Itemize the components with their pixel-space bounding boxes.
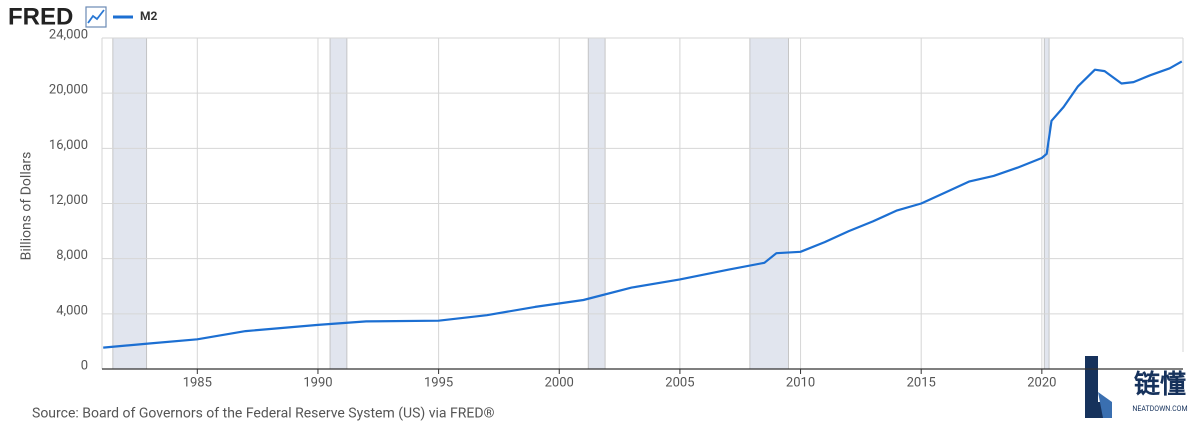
watermark <box>1082 352 1200 423</box>
x-tick-label: 1985 <box>183 375 212 390</box>
data-line <box>103 60 1183 349</box>
logo-icon <box>85 6 107 28</box>
y-tick-label: 20,000 <box>49 83 88 98</box>
x-tick-label: 2010 <box>786 375 815 390</box>
watermark-url: NEATDOWN.COM <box>1132 405 1187 413</box>
source: Source: Board of Governors of the Federa… <box>32 406 495 422</box>
x-tick-label: 2000 <box>545 375 574 390</box>
watermark-text: 链懂 <box>1134 369 1186 400</box>
y-tick-label: 8,000 <box>56 248 88 263</box>
y-axis-label: Billions of Dollars <box>19 152 35 261</box>
legend-label: M2 <box>140 9 158 23</box>
y-tick-label: 24,000 <box>49 27 88 42</box>
x-tick-label: 2015 <box>907 375 936 390</box>
x-tick-label: 2020 <box>1027 375 1056 390</box>
logo: FRED <box>8 3 73 30</box>
x-tick-label: 1990 <box>303 375 332 390</box>
y-tick-label: 0 <box>81 358 88 373</box>
y-tick-label: 4,000 <box>56 303 88 318</box>
y-tick-label: 16,000 <box>49 138 88 153</box>
x-tick-label: 1995 <box>424 375 453 390</box>
y-tick-label: 12,000 <box>49 193 88 208</box>
x-tick-label: 2005 <box>665 375 694 390</box>
plot-area <box>101 37 1184 370</box>
